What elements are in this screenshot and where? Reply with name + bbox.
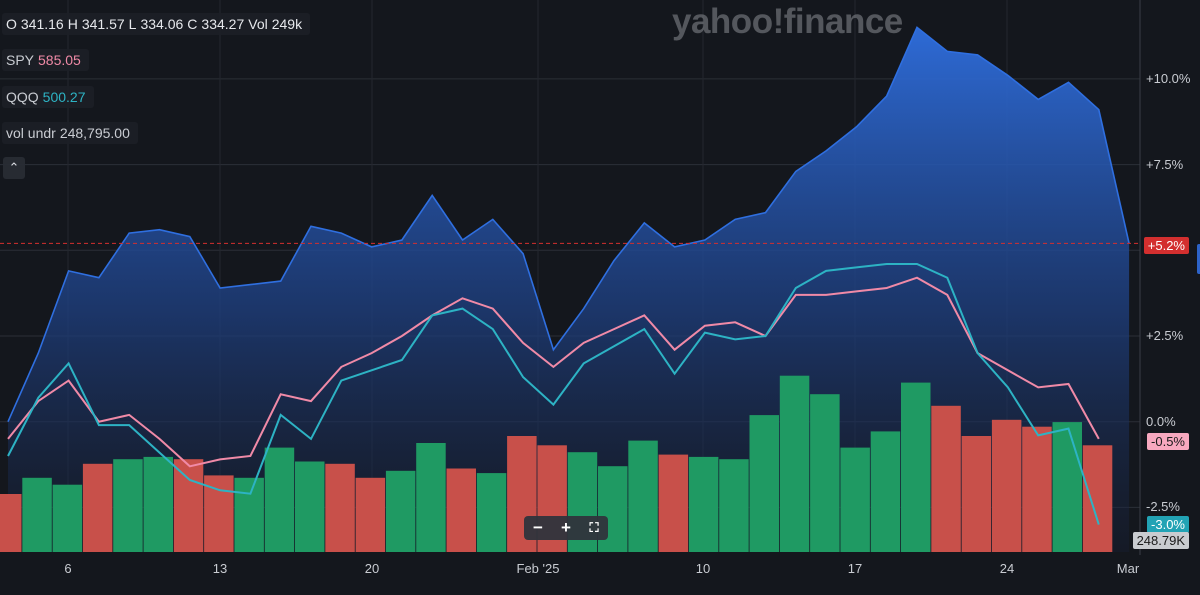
legend-spy[interactable]: SPY 585.05	[2, 49, 89, 71]
volume-bar	[1082, 445, 1113, 552]
legend-qqq[interactable]: QQQ 500.27	[2, 86, 94, 108]
main-series-line	[7, 26, 1130, 423]
collapse-legend-button[interactable]: ⌃	[3, 157, 25, 179]
volume-bar	[749, 415, 779, 552]
low-label: L	[128, 16, 137, 32]
volume-bar	[143, 456, 173, 552]
open-value: 341.16	[20, 16, 64, 32]
zoom-in-button[interactable]: +	[561, 518, 571, 537]
x-tick-label: 20	[364, 561, 380, 576]
open-label: O	[6, 16, 17, 32]
volume-bar	[204, 475, 234, 552]
spy-series-line	[7, 276, 1100, 468]
x-tick-label: 24	[999, 561, 1015, 576]
close-value: 334.27	[201, 16, 245, 32]
volume-value: 249k	[271, 16, 303, 32]
yahoo-finance-logo: yahoo!finance	[672, 2, 903, 41]
main-last-badge: +5.2%	[1143, 237, 1189, 254]
x-tick-label: 6	[64, 561, 72, 576]
volume-bar	[173, 459, 204, 552]
y-tick-label: +2.5%	[1146, 328, 1184, 343]
volume-bar	[52, 484, 83, 552]
vol-undr-label: vol undr	[6, 125, 56, 141]
volume-bar	[779, 375, 810, 552]
x-tick-label: 13	[212, 561, 228, 576]
volume-bar	[295, 461, 325, 552]
qqq-series-line	[7, 263, 1100, 525]
spy-label: SPY	[6, 52, 35, 68]
high-label: H	[67, 16, 78, 32]
volume-bar	[719, 459, 749, 552]
volume-bar	[628, 440, 658, 552]
series-lines	[7, 263, 1100, 525]
volume-bar	[476, 473, 507, 552]
volume-bar	[325, 463, 355, 552]
scroll-handle[interactable]	[1197, 244, 1200, 274]
volume-bar	[1052, 422, 1082, 552]
x-tick-label: 10	[695, 561, 711, 576]
y-tick-label: -2.5%	[1146, 499, 1180, 515]
volume-bar	[931, 405, 961, 552]
x-tick-label: Mar	[1116, 561, 1140, 576]
volume-bar	[385, 470, 416, 552]
volume-bar	[991, 419, 1022, 552]
volume-last-badge: 248.79K	[1132, 532, 1189, 549]
volume-label: Vol	[248, 16, 268, 32]
volume-bar	[355, 477, 386, 552]
legend-vol-undr[interactable]: vol undr 248,795.00	[2, 122, 138, 144]
spy-last-badge: -0.5%	[1147, 433, 1189, 450]
volume-bar	[446, 468, 476, 552]
volume-bar	[870, 431, 901, 552]
qqq-label: QQQ	[6, 89, 39, 105]
low-value: 334.06	[140, 16, 184, 32]
volume-bar	[840, 447, 870, 552]
high-value: 341.57	[81, 16, 125, 32]
x-tick-label: 17	[847, 561, 863, 576]
y-tick-label: 0.0%	[1146, 413, 1176, 429]
y-tick-label: +10.0%	[1146, 70, 1191, 86]
volume-bar	[0, 494, 22, 552]
volume-bar	[688, 456, 719, 552]
legend-ohlc: O 341.16 H 341.57 L 334.06 C 334.27 Vol 249k	[2, 13, 311, 35]
vol-undr-value: 248,795.00	[59, 125, 130, 141]
volume-bar	[901, 382, 931, 552]
y-tick-label: +7.5%	[1146, 156, 1184, 172]
zoom-controls: − + ⛶	[524, 516, 608, 540]
qqq-value: 500.27	[42, 89, 86, 105]
volume-bar	[234, 477, 264, 552]
volume-bar	[264, 447, 295, 552]
volume-bar	[658, 454, 689, 552]
fit-screen-icon[interactable]: ⛶	[589, 520, 599, 535]
volume-bar	[82, 463, 113, 552]
volume-bar	[22, 477, 52, 552]
volume-bar	[810, 394, 840, 552]
chevron-up-icon: ⌃	[8, 160, 20, 175]
volume-bar	[416, 443, 446, 552]
spy-value: 585.05	[38, 52, 81, 68]
close-label: C	[187, 16, 198, 32]
volume-bar	[961, 436, 992, 552]
qqq-last-badge: -3.0%	[1147, 516, 1189, 533]
zoom-out-button[interactable]: −	[533, 518, 543, 537]
x-tick-label: Feb '25	[516, 561, 560, 576]
volume-bar	[1022, 426, 1052, 552]
volume-bar	[113, 459, 143, 552]
